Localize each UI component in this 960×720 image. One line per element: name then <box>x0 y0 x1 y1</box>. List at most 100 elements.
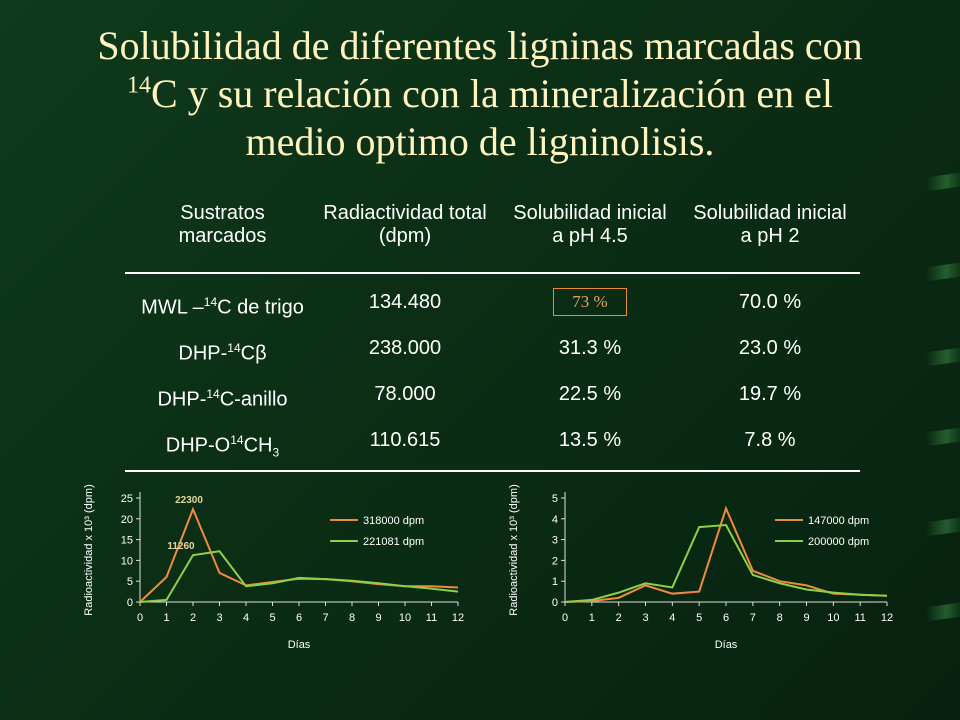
x-tick-label: 6 <box>296 612 302 624</box>
header-cell: Solubilidad inicial a pH 2 <box>680 202 860 248</box>
header-line: Solubilidad inicial <box>513 202 667 224</box>
y-tick-label: 2 <box>552 555 558 567</box>
substrate-cell: MWL –14C de trigo <box>141 295 304 319</box>
header-line: Solubilidad inicial <box>693 202 847 224</box>
x-axis-label: Días <box>288 639 311 651</box>
y-axis-label: Radioactividad x 10³ (dpm) <box>508 484 520 615</box>
table-row: DHP-14C-anillo 78.000 22.5 % 19.7 % <box>125 372 860 418</box>
y-tick-label: 1 <box>552 576 558 588</box>
header-cell: Sustratos marcados <box>125 202 320 248</box>
title-superscript: 14 <box>127 72 152 99</box>
table-row: DHP-14Cβ 238.000 31.3 % 23.0 % <box>125 326 860 372</box>
y-tick-label: 5 <box>552 493 558 505</box>
x-tick-label: 2 <box>190 612 196 624</box>
y-axis-label: Radioactividad x 10³ (dpm) <box>83 484 95 615</box>
series-line-2 <box>564 523 888 603</box>
decor-stripe <box>926 602 960 622</box>
highlighted-value: 73 % <box>553 288 627 316</box>
header-line: (dpm) <box>378 225 432 247</box>
table-row: DHP-O14CH3 110.615 13.5 % 7.8 % <box>125 418 860 464</box>
y-tick-label: 0 <box>552 597 558 609</box>
title-line-3: medio optimo de ligninolisis. <box>245 119 715 164</box>
x-tick-label: 5 <box>269 612 275 624</box>
header-cell: Solubilidad inicial a pH 4.5 <box>495 202 685 248</box>
data-annotation: 11260 <box>167 541 195 552</box>
x-tick-label: 6 <box>723 612 729 624</box>
x-tick-label: 7 <box>322 612 328 624</box>
total-cell: 238.000 <box>368 337 442 359</box>
x-tick-label: 9 <box>375 612 381 624</box>
y-tick-label: 5 <box>127 576 133 588</box>
slide-title: Solubilidad de diferentes ligninas marca… <box>40 22 920 166</box>
legend-label: 200000 dpm <box>808 536 869 548</box>
solubility-table: Sustratos marcados Radiactividad total (dp… <box>125 198 860 472</box>
series-line-2 <box>139 550 459 603</box>
x-tick-label: 7 <box>750 612 756 624</box>
title-line-2: C y su relación con la mineralización en… <box>151 71 833 116</box>
x-tick-label: 3 <box>216 612 222 624</box>
ph45-cell: 73 % <box>495 288 685 316</box>
y-tick-label: 4 <box>552 514 558 526</box>
x-tick-label: 11 <box>854 612 865 624</box>
decor-stripe <box>926 347 960 367</box>
x-tick-label: 10 <box>399 612 411 624</box>
ph2-cell: 23.0 % <box>738 337 802 359</box>
x-tick-label: 9 <box>803 612 809 624</box>
series-line-1 <box>564 505 888 603</box>
title-line-1: Solubilidad de diferentes ligninas marca… <box>97 23 863 68</box>
legend-label: 221081 dpm <box>363 536 424 548</box>
total-cell: 134.480 <box>368 291 442 313</box>
decor-stripe <box>926 172 960 192</box>
x-tick-label: 2 <box>616 612 622 624</box>
total-cell: 110.615 <box>369 429 441 451</box>
y-tick-label: 3 <box>552 535 558 547</box>
x-tick-label: 0 <box>137 612 143 624</box>
legend-label: 318000 dpm <box>363 515 424 527</box>
decor-stripe <box>926 427 960 447</box>
x-tick-label: 10 <box>827 612 839 624</box>
x-tick-label: 1 <box>589 612 595 624</box>
header-line: a pH 2 <box>740 225 800 247</box>
header-line: Radiactividad total <box>323 202 487 224</box>
substrate-cell: DHP-O14CH3 <box>165 433 280 460</box>
y-tick-label: 0 <box>127 597 133 609</box>
x-tick-label: 8 <box>777 612 783 624</box>
x-axis-label: Días <box>715 639 738 651</box>
y-tick-label: 10 <box>121 555 133 567</box>
data-annotation: 22300 <box>175 495 203 506</box>
x-tick-label: 4 <box>669 612 675 624</box>
x-tick-label: 5 <box>696 612 702 624</box>
ph2-cell: 19.7 % <box>738 383 802 405</box>
x-tick-label: 12 <box>881 612 893 624</box>
ph2-cell: 70.0 % <box>738 291 802 313</box>
x-tick-label: 4 <box>243 612 249 624</box>
x-tick-label: 12 <box>452 612 464 624</box>
table-header: Sustratos marcados Radiactividad total (dp… <box>125 198 860 274</box>
ph45-cell: 22.5 % <box>558 383 622 405</box>
table-bottom-rule <box>125 470 860 472</box>
total-cell: 78.000 <box>374 383 436 405</box>
ph45-cell: 31.3 % <box>558 337 622 359</box>
substrate-cell: DHP-14Cβ <box>178 341 267 365</box>
x-tick-label: 0 <box>562 612 568 624</box>
decor-stripe <box>926 517 960 537</box>
table-row: MWL –14C de trigo 134.480 73 % 70.0 % <box>125 280 860 326</box>
header-line: Sustratos <box>180 202 265 224</box>
y-tick-label: 25 <box>121 493 133 505</box>
substrate-cell: DHP-14C-anillo <box>157 387 288 411</box>
header-line: a pH 4.5 <box>552 225 628 247</box>
ph45-cell: 13.5 % <box>558 429 622 451</box>
ph2-cell: 7.8 % <box>744 429 796 451</box>
y-tick-label: 20 <box>121 514 133 526</box>
legend-label: 147000 dpm <box>808 515 869 527</box>
x-tick-label: 8 <box>349 612 355 624</box>
header-cell: Radiactividad total (dpm) <box>315 202 495 248</box>
x-tick-label: 1 <box>163 612 169 624</box>
x-tick-label: 3 <box>642 612 648 624</box>
header-line: marcados <box>178 225 267 247</box>
x-tick-label: 11 <box>426 612 437 624</box>
decor-stripe <box>926 262 960 282</box>
y-tick-label: 15 <box>121 535 133 547</box>
